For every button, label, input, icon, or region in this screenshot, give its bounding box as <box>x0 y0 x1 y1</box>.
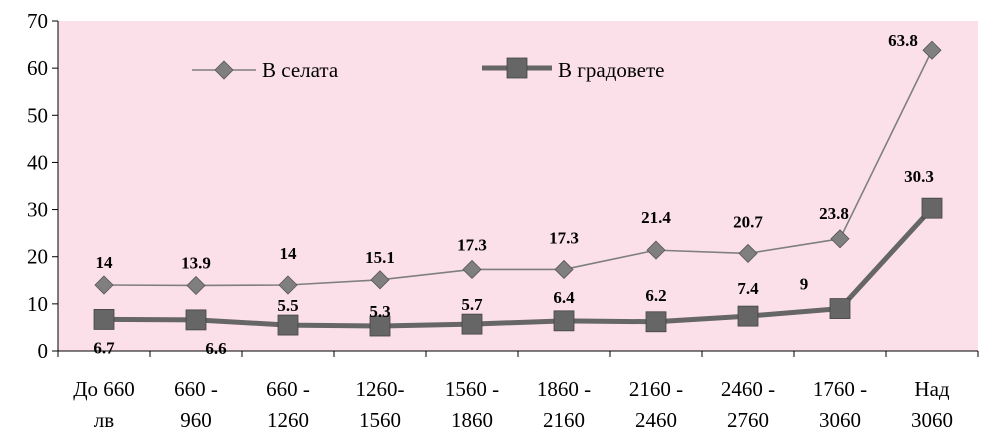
x-category-label: 2160 <box>543 408 585 432</box>
data-label-villages: 21.4 <box>641 208 671 227</box>
data-point-villages <box>370 270 390 290</box>
data-label-villages: 14 <box>280 244 298 263</box>
data-point-towns <box>645 311 667 333</box>
x-category-label: До 660 <box>73 377 135 401</box>
x-category-label: 3060 <box>911 408 953 432</box>
data-label-villages: 13.9 <box>181 253 211 272</box>
data-point-towns <box>369 315 391 337</box>
data-label-villages: 20.7 <box>733 212 763 231</box>
data-label-villages: 23.8 <box>819 204 849 223</box>
data-label-villages: 17.3 <box>457 235 487 254</box>
data-point-villages <box>186 275 206 296</box>
x-category-label: 1560 - <box>445 377 499 401</box>
y-tick-label: 0 <box>38 339 49 363</box>
y-tick-label: 10 <box>27 292 48 316</box>
data-label-towns: 6.2 <box>645 286 666 305</box>
data-point-villages <box>922 40 942 60</box>
data-label-towns: 6.7 <box>93 338 115 357</box>
legend-label-towns: В градовете <box>558 58 665 82</box>
data-label-towns: 5.5 <box>277 296 298 315</box>
data-label-towns: 7.4 <box>737 279 759 298</box>
series-line-towns <box>103 206 934 329</box>
data-point-towns <box>461 313 483 335</box>
x-category-label: лв <box>94 408 114 432</box>
x-category-label: 2760 <box>727 408 769 432</box>
legend-marker-villages-diamond <box>214 60 234 80</box>
y-tick-label: 30 <box>27 198 48 222</box>
y-tick-label: 50 <box>27 103 48 127</box>
x-category-label: 3060 <box>819 408 861 432</box>
legend-label-villages: В селата <box>262 58 339 82</box>
data-point-towns <box>829 298 851 319</box>
x-category-label: 1760 - <box>813 377 867 401</box>
data-point-towns <box>553 310 575 332</box>
x-category-label: 660 - <box>174 377 218 401</box>
x-category-label: 1260- <box>356 377 405 401</box>
data-point-towns <box>93 309 115 330</box>
y-tick-label: 20 <box>27 245 48 269</box>
x-category-label: 2160 - <box>629 377 683 401</box>
x-category-label: Над <box>914 377 949 401</box>
data-label-towns: 30.3 <box>904 167 934 186</box>
data-point-villages <box>646 240 666 260</box>
data-label-villages: 63.8 <box>888 31 918 50</box>
data-point-towns <box>737 305 759 327</box>
y-tick-label: 60 <box>27 56 48 80</box>
data-label-villages: 17.3 <box>549 228 579 247</box>
data-point-villages <box>278 275 298 295</box>
x-category-label: 960 <box>180 408 212 432</box>
data-label-towns: 6.4 <box>553 288 575 307</box>
x-category-label: 660 - <box>266 377 310 401</box>
data-label-towns: 6.6 <box>205 339 226 358</box>
y-tick-label: 70 <box>27 9 48 33</box>
data-point-villages <box>554 259 574 280</box>
data-label-villages: 14 <box>96 253 114 272</box>
data-point-villages <box>830 229 850 249</box>
series-line-villages <box>103 49 933 287</box>
data-label-towns: 5.3 <box>369 302 390 321</box>
x-category-label: 1860 <box>451 408 493 432</box>
x-category-label: 1260 <box>267 408 309 432</box>
data-point-towns <box>185 309 207 331</box>
data-label-villages: 15.1 <box>365 248 395 267</box>
data-point-towns <box>277 314 299 336</box>
y-tick-label: 40 <box>27 150 48 174</box>
x-category-label: 2460 <box>635 408 677 432</box>
legend: В селата В градовете <box>192 57 665 82</box>
data-point-villages <box>738 243 758 263</box>
data-point-towns <box>921 197 943 219</box>
data-label-towns: 9 <box>800 275 809 294</box>
data-label-towns: 5.7 <box>461 295 483 314</box>
data-point-villages <box>462 259 482 280</box>
x-category-label: 1860 - <box>537 377 591 401</box>
data-point-villages <box>94 275 114 295</box>
legend-marker-towns-square <box>506 57 528 79</box>
x-category-label: 2460 - <box>721 377 775 401</box>
x-category-label: 1560 <box>359 408 401 432</box>
